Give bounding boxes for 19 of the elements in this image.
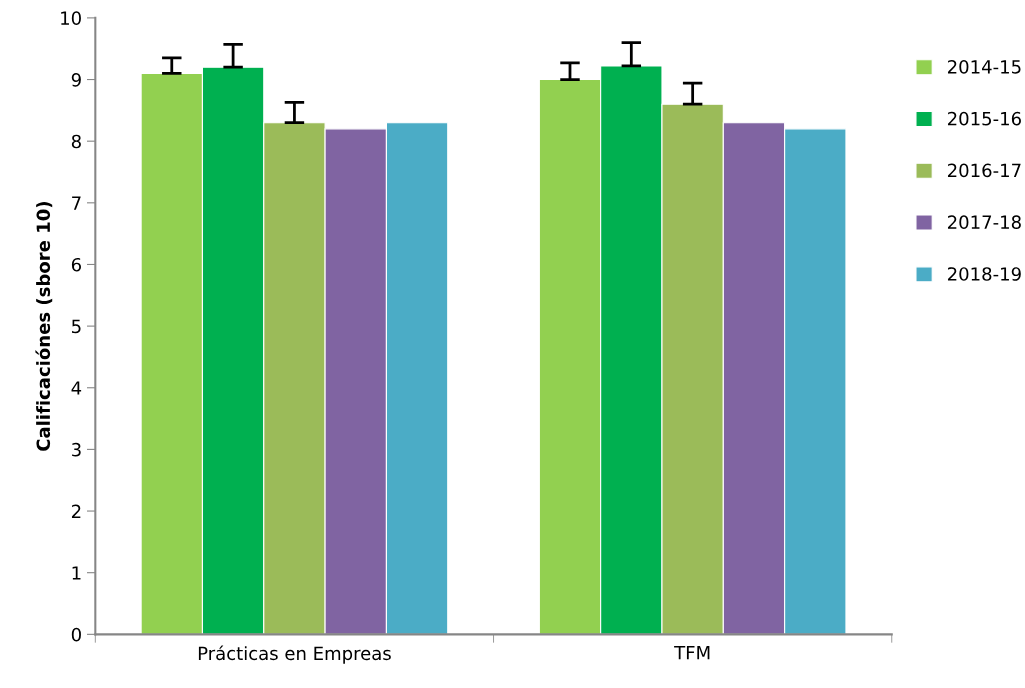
legend-label: 2016-17 — [947, 163, 1021, 178]
y-tick-label: 0 — [71, 627, 81, 642]
y-tick-label: 5 — [72, 319, 81, 334]
y-tick-label: 3 — [72, 442, 81, 457]
y-tick-label: 2 — [71, 504, 81, 518]
y-tick-label: 1 — [72, 566, 81, 580]
y-tick-label: 4 — [71, 381, 82, 395]
legend-label: 2018-19 — [947, 267, 1021, 281]
legend-label: 2015-16 — [947, 111, 1021, 126]
y-tick-label: 9 — [71, 72, 81, 87]
legend-label: 2014-15 — [947, 60, 1021, 74]
y-tick-label: 6 — [71, 257, 81, 272]
x-tick-label: TFM — [674, 646, 710, 660]
y-tick-label: 10 — [61, 11, 81, 25]
y-tick-label: 8 — [71, 134, 81, 149]
legend-label: 2017-18 — [947, 215, 1021, 230]
y-tick-label: 7 — [72, 196, 81, 210]
y-axis-title: Calificaciónes (sbore 10) — [35, 202, 53, 451]
x-tick-label: Prácticas en Empreas — [198, 645, 391, 664]
